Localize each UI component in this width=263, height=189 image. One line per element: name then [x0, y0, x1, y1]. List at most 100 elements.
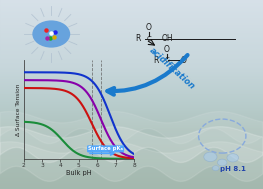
Bar	[0, 106, 263, 107]
Bar	[0, 65, 263, 66]
Bar	[0, 54, 263, 55]
Bar	[0, 76, 263, 77]
Bar	[0, 138, 263, 139]
Bar	[0, 13, 263, 14]
Bar	[0, 5, 263, 6]
Bar	[0, 86, 263, 87]
Bar	[0, 23, 263, 24]
Bar	[0, 32, 263, 33]
Circle shape	[32, 20, 70, 48]
Bar	[0, 114, 263, 115]
Text: Surface pKₐ: Surface pKₐ	[88, 146, 123, 151]
Bar	[0, 159, 263, 160]
Bar	[0, 16, 263, 17]
Bar	[0, 183, 263, 184]
Bar	[0, 29, 263, 30]
Bar	[0, 147, 263, 148]
Bar	[0, 87, 263, 88]
Bar	[0, 145, 263, 146]
Bar	[0, 80, 263, 81]
Bar	[0, 99, 263, 100]
Bar	[0, 113, 263, 114]
Bar	[0, 45, 263, 46]
Bar	[0, 53, 263, 54]
Bar	[0, 19, 263, 20]
Bar	[0, 105, 263, 106]
Bar	[0, 112, 263, 113]
Bar	[0, 64, 263, 65]
Bar	[0, 123, 263, 124]
Bar	[0, 17, 263, 18]
Bar	[0, 46, 263, 47]
Bar	[0, 139, 263, 140]
Bar	[0, 180, 263, 181]
Bar	[0, 117, 263, 118]
Bar	[0, 75, 263, 76]
Bar	[0, 73, 263, 74]
Bar	[0, 153, 263, 154]
Bar	[0, 108, 263, 109]
Bar	[0, 122, 263, 123]
Bar	[0, 78, 263, 79]
Bar	[0, 82, 263, 83]
Bar	[0, 101, 263, 102]
Bar	[0, 143, 263, 144]
Bar	[0, 152, 263, 153]
Bar	[0, 20, 263, 21]
Bar	[0, 71, 263, 72]
Bar	[0, 169, 263, 170]
Bar	[0, 156, 263, 157]
Bar	[0, 3, 263, 4]
Bar	[0, 110, 263, 111]
Bar	[0, 175, 263, 176]
Bar	[0, 133, 263, 134]
Bar	[0, 88, 263, 89]
Bar	[0, 164, 263, 165]
Bar	[0, 151, 263, 152]
Bar	[0, 149, 263, 150]
Bar	[0, 137, 263, 138]
Text: pH 8.1: pH 8.1	[220, 166, 246, 172]
Bar	[0, 77, 263, 78]
FancyArrowPatch shape	[107, 55, 188, 95]
Bar	[0, 109, 263, 110]
Bar	[0, 79, 263, 80]
Bar	[0, 115, 263, 116]
Bar	[0, 98, 263, 99]
Bar	[0, 118, 263, 119]
Bar	[0, 134, 263, 135]
Bar	[0, 69, 263, 70]
Bar	[0, 59, 263, 60]
Bar	[0, 174, 263, 175]
Bar	[0, 49, 263, 50]
Bar	[0, 177, 263, 178]
Bar	[0, 158, 263, 159]
Bar	[0, 141, 263, 142]
Bar	[0, 38, 263, 39]
Bar	[0, 7, 263, 8]
Bar	[0, 176, 263, 177]
Bar	[0, 66, 263, 67]
Bar	[0, 41, 263, 42]
Bar	[0, 188, 263, 189]
Bar	[0, 167, 263, 168]
Bar	[0, 55, 263, 56]
Bar	[0, 21, 263, 22]
Text: O: O	[164, 45, 170, 54]
Bar	[0, 96, 263, 97]
Bar	[0, 166, 263, 167]
Bar	[0, 48, 263, 49]
Bar	[0, 100, 263, 101]
Bar	[0, 2, 263, 3]
Bar	[0, 129, 263, 130]
Bar	[0, 107, 263, 108]
Y-axis label: Δ Surface Tension: Δ Surface Tension	[16, 84, 21, 136]
Bar	[0, 161, 263, 162]
Bar	[0, 182, 263, 183]
Text: R: R	[135, 34, 141, 43]
Bar	[0, 84, 263, 85]
Bar	[0, 135, 263, 136]
Bar	[0, 89, 263, 90]
Bar	[0, 186, 263, 187]
Bar	[0, 128, 263, 129]
